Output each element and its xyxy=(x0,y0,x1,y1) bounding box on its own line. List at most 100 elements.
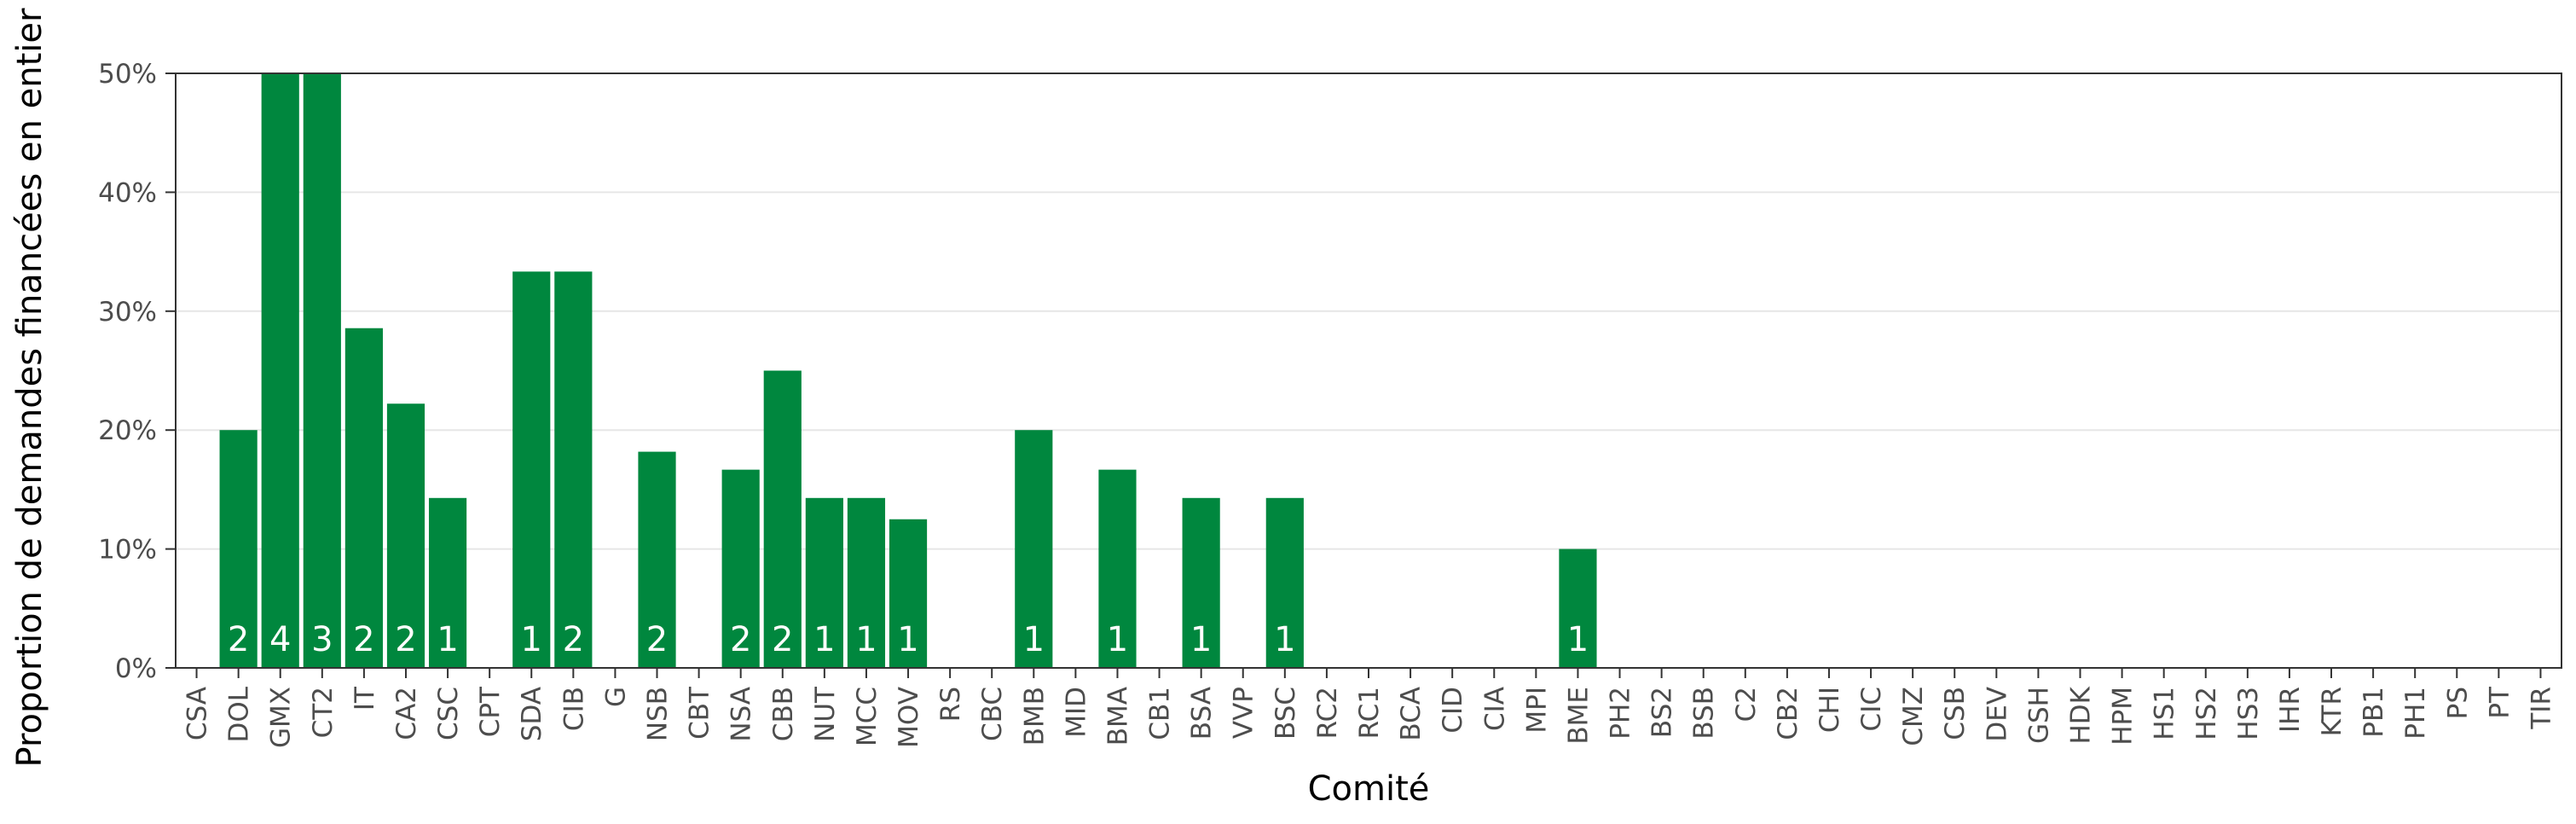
bar-label-mov: 1 xyxy=(897,620,918,659)
x-tick-label-c2: C2 xyxy=(1731,687,1762,722)
bar-label-ca2: 2 xyxy=(395,620,416,659)
x-tick-label-ph1: PH1 xyxy=(2400,687,2431,740)
x-tick-label-bs2: BS2 xyxy=(1647,687,1678,738)
bar-label-sda: 1 xyxy=(521,620,542,659)
bar-ca2 xyxy=(386,403,425,668)
x-tick-label-bsb: BSB xyxy=(1689,687,1720,740)
x-axis: CSA DOL GMX CT2 IT CA2 CSC CPT SDA CIB G NSB CBT NSA C… xyxy=(182,668,2556,748)
x-tick-label-mov: MOV xyxy=(894,687,924,748)
x-tick-label-rc2: RC2 xyxy=(1312,687,1343,739)
x-tick-label-nsa: NSA xyxy=(726,687,757,742)
x-tick-label-dev: DEV xyxy=(1982,687,2012,742)
x-tick-label-bma: BMA xyxy=(1103,687,1133,746)
x-tick-label-csc: CSC xyxy=(433,687,464,740)
x-tick-label-bmb: BMB xyxy=(1019,687,1050,746)
x-tick-label-rs: RS xyxy=(935,687,966,722)
x-tick-label-vvp: VVP xyxy=(1229,687,1259,739)
bar-mcc xyxy=(847,497,886,668)
x-tick-label-chi: CHI xyxy=(1815,687,1845,733)
x-tick-label-ca2: CA2 xyxy=(391,687,422,740)
bar-label-it: 2 xyxy=(353,620,374,659)
bar-label-nut: 1 xyxy=(813,620,835,659)
x-tick-label-ct2: CT2 xyxy=(308,687,339,738)
y-tick-label: 0% xyxy=(115,653,157,684)
x-tick-label-hs1: HS1 xyxy=(2150,687,2180,740)
x-tick-label-csb: CSB xyxy=(1940,687,1971,740)
x-tick-label-cia: CIA xyxy=(1479,687,1510,731)
x-tick-label-g: G xyxy=(600,687,631,707)
x-tick-label-sda: SDA xyxy=(517,687,547,741)
bar-bsc xyxy=(1265,497,1304,668)
y-axis-title: Proportion de demandes financées en enti… xyxy=(10,8,49,767)
x-tick-label-nsb: NSB xyxy=(643,687,674,741)
bar-label-csc: 1 xyxy=(437,620,458,659)
x-tick-label-bca: BCA xyxy=(1396,687,1427,741)
bar-label-bsa: 1 xyxy=(1190,620,1212,659)
bar-bsa xyxy=(1182,497,1220,668)
x-tick-label-cib: CIB xyxy=(559,687,589,731)
bar-mov xyxy=(889,519,928,668)
bar-label-dol: 2 xyxy=(228,620,249,659)
x-tick-label-ihr: IHR xyxy=(2275,687,2306,733)
y-tick-label: 10% xyxy=(98,535,157,566)
bar-label-mcc: 1 xyxy=(855,620,877,659)
x-tick-label-rc1: RC1 xyxy=(1354,687,1385,739)
y-tick-label: 40% xyxy=(98,177,157,208)
bar-label-nsb: 2 xyxy=(646,620,668,659)
x-tick-label-hs3: HS3 xyxy=(2233,687,2264,740)
x-tick-label-cbc: CBC xyxy=(977,687,1008,741)
x-tick-label-gmx: GMX xyxy=(266,687,297,748)
y-tick-label: 30% xyxy=(98,297,157,328)
bar-it xyxy=(344,328,383,668)
bar-cib xyxy=(554,271,593,668)
x-tick-label-cb1: CB1 xyxy=(1145,687,1176,740)
x-tick-label-bsc: BSC xyxy=(1271,687,1301,740)
bar-label-ct2: 3 xyxy=(311,620,333,659)
bar-label-cib: 2 xyxy=(563,620,584,659)
bar-gmx xyxy=(261,73,299,668)
bar-nut xyxy=(805,497,843,668)
bar-label-bmb: 1 xyxy=(1023,620,1045,659)
y-axis: 0% 10% 20% 30% 40% 50% xyxy=(98,59,176,684)
x-tick-label-pt: PT xyxy=(2484,686,2515,719)
bar-label-bsc: 1 xyxy=(1274,620,1295,659)
x-tick-label-ps: PS xyxy=(2442,687,2473,719)
bar-csc xyxy=(428,497,467,668)
bars xyxy=(219,73,1597,668)
x-tick-label-bme: BME xyxy=(1563,687,1594,745)
x-tick-label-ph2: PH2 xyxy=(1606,687,1636,740)
bar-bme xyxy=(1559,548,1597,668)
x-tick-label-dol: DOL xyxy=(224,686,255,742)
x-tick-label-bsa: BSA xyxy=(1187,687,1218,740)
x-tick-label-pb1: PB1 xyxy=(2359,687,2389,738)
x-tick-label-cic: CIC xyxy=(1856,687,1887,731)
x-tick-label-csa: CSA xyxy=(182,687,213,740)
x-tick-label-cb2: CB2 xyxy=(1773,687,1803,740)
bar-nsa xyxy=(721,469,760,668)
bar-dol xyxy=(219,430,258,668)
x-tick-label-nut: NUT xyxy=(810,686,841,742)
x-tick-label-ktr: KTR xyxy=(2317,687,2347,736)
x-tick-label-cpt: CPT xyxy=(475,686,506,737)
y-tick-label: 20% xyxy=(98,415,157,446)
x-tick-label-mid: MID xyxy=(1061,687,1091,738)
x-tick-label-mcc: MCC xyxy=(852,687,883,746)
x-tick-label-hs2: HS2 xyxy=(2191,687,2222,740)
x-tick-label-cid: CID xyxy=(1438,687,1468,734)
bar-label-bme: 1 xyxy=(1567,620,1589,659)
bar-bma xyxy=(1098,469,1137,668)
bar-label-gmx: 4 xyxy=(269,620,291,659)
x-tick-label-mpi: MPI xyxy=(1521,687,1552,734)
x-tick-label-cbb: CBB xyxy=(768,687,799,741)
x-tick-label-cbt: CBT xyxy=(685,686,715,740)
bar-cbb xyxy=(763,370,802,668)
bar-label-cbb: 2 xyxy=(772,620,793,659)
bar-sda xyxy=(512,271,551,668)
bar-label-nsa: 2 xyxy=(730,620,751,659)
y-tick-label: 50% xyxy=(98,59,157,90)
x-tick-label-cmz: CMZ xyxy=(1898,687,1929,746)
x-tick-label-it: IT xyxy=(350,686,380,711)
bar-bmb xyxy=(1015,430,1053,668)
